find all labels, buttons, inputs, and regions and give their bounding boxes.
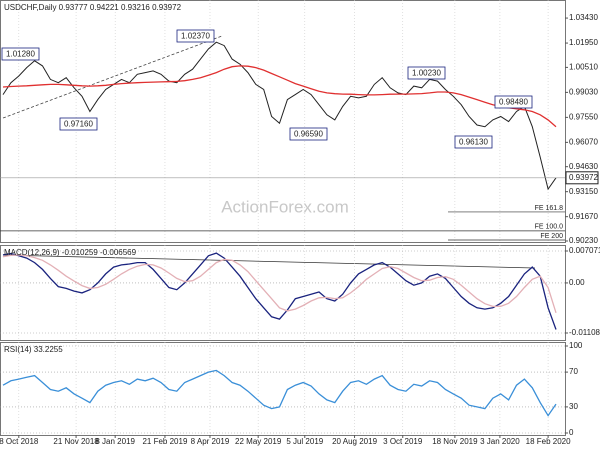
divergence-line: [2, 254, 536, 269]
y-tick-label: 0.99030: [569, 87, 598, 96]
annotation-box: [289, 127, 328, 141]
annotation-box: [59, 117, 98, 131]
annotation: 0.96590: [294, 130, 323, 139]
series-line: [2, 41, 557, 191]
x-tick-label: 5 Jul 2019: [286, 437, 323, 446]
y-tick-label: 0.90230: [569, 236, 598, 245]
series-line: [2, 65, 557, 128]
y-tick-label: 0.96070: [569, 137, 598, 146]
x-tick-label: 18 Nov 2019: [432, 437, 478, 446]
watermark: ActionForex.com: [221, 197, 349, 216]
annotation-box: [176, 29, 215, 43]
y-tick-label: -0.011084: [569, 328, 600, 337]
panel-frame: [0, 0, 566, 243]
y-tick-label: 1.00510: [569, 62, 598, 71]
annotation-box: [1, 47, 40, 61]
x-tick-label: 3 Jan 2020: [480, 437, 520, 446]
y-tick-label: 0.94630: [569, 162, 598, 171]
y-tick-label: 0.007071: [569, 246, 600, 255]
x-tick-label: 21 Feb 2019: [142, 437, 187, 446]
y-tick-label: 0.91670: [569, 212, 598, 221]
fib-label: FE 200: [540, 233, 563, 240]
annotation: 0.96130: [459, 138, 488, 147]
y-tick-label: 0: [569, 428, 574, 437]
panel-title: USDCHF,Daily 0.93777 0.94221 0.93216 0.9…: [4, 3, 182, 12]
series-line: [2, 252, 557, 330]
series-line: [2, 369, 557, 417]
x-tick-label: 18 Feb 2020: [526, 437, 571, 446]
fib-label: FE 161.8: [535, 205, 564, 212]
y-tick-label: 1.01950: [569, 38, 598, 47]
y-tick-label: 70: [569, 367, 578, 376]
x-tick-label: 8 Oct 2018: [0, 437, 39, 446]
fib-label: FE 100.0: [535, 224, 564, 231]
price-box: [565, 171, 599, 185]
annotation: 0.98480: [499, 98, 528, 107]
y-tick-label: 30: [569, 402, 578, 411]
annotation-box: [454, 135, 493, 149]
panel-frame: [0, 342, 566, 436]
trend-line: [2, 35, 223, 119]
x-tick-label: 22 May 2019: [235, 437, 282, 446]
y-tick-label: 0.93150: [569, 187, 598, 196]
y-tick-label: 100: [569, 341, 583, 350]
x-tick-label: 8 Jan 2019: [95, 437, 135, 446]
x-tick-label: 20 Aug 2019: [332, 437, 377, 446]
annotation: 1.02370: [181, 32, 210, 41]
y-tick-label: 0.97550: [569, 112, 598, 121]
annotation-box: [494, 95, 533, 109]
series-line: [2, 254, 557, 313]
panel-frame: [0, 245, 566, 341]
price-label: 0.93972: [569, 173, 598, 182]
y-tick-label: 1.03430: [569, 13, 598, 22]
annotation: 0.97160: [64, 120, 93, 129]
annotation-box: [407, 66, 446, 80]
panel-title: MACD(12,26,9) -0.010259 -0.006569: [4, 248, 137, 257]
panel-title: RSI(14) 33.2255: [4, 345, 63, 354]
y-tick-label: 0.00: [569, 278, 585, 287]
x-tick-label: 21 Nov 2018: [53, 437, 99, 446]
annotation: 1.00230: [412, 69, 441, 78]
x-tick-label: 8 Apr 2019: [191, 437, 230, 446]
x-tick-label: 3 Oct 2019: [383, 437, 423, 446]
annotation: 1.01280: [6, 50, 35, 59]
